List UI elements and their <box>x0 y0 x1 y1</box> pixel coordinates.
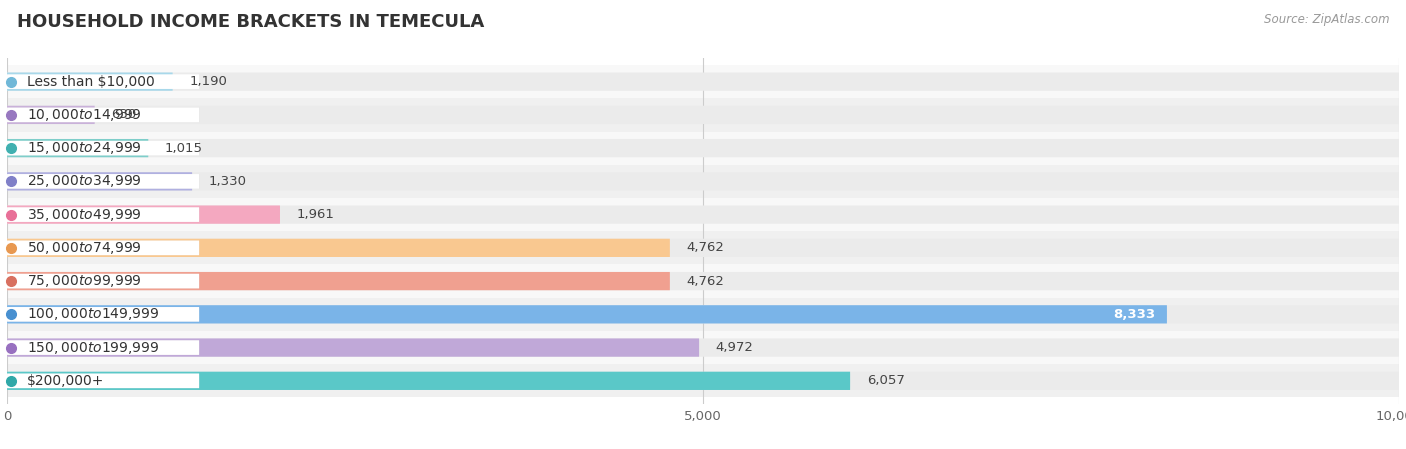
FancyBboxPatch shape <box>7 139 148 157</box>
FancyBboxPatch shape <box>7 141 200 155</box>
FancyBboxPatch shape <box>7 172 193 190</box>
FancyBboxPatch shape <box>7 106 94 124</box>
Text: Source: ZipAtlas.com: Source: ZipAtlas.com <box>1264 13 1389 26</box>
Text: $25,000 to $34,999: $25,000 to $34,999 <box>27 173 142 189</box>
Text: $100,000 to $149,999: $100,000 to $149,999 <box>27 306 159 322</box>
Bar <box>7 331 1399 364</box>
Text: 4,762: 4,762 <box>686 275 724 288</box>
Bar <box>7 364 1399 397</box>
Text: 6,057: 6,057 <box>868 374 904 387</box>
Text: $75,000 to $99,999: $75,000 to $99,999 <box>27 273 142 289</box>
FancyBboxPatch shape <box>7 339 699 357</box>
FancyBboxPatch shape <box>7 340 200 355</box>
FancyBboxPatch shape <box>7 239 1399 257</box>
Bar <box>7 132 1399 165</box>
FancyBboxPatch shape <box>7 372 851 390</box>
Bar <box>7 98 1399 132</box>
Text: 8,333: 8,333 <box>1114 308 1156 321</box>
FancyBboxPatch shape <box>7 305 1399 323</box>
FancyBboxPatch shape <box>7 139 1399 157</box>
FancyBboxPatch shape <box>7 108 200 122</box>
FancyBboxPatch shape <box>7 207 200 222</box>
Text: 1,190: 1,190 <box>190 75 228 88</box>
FancyBboxPatch shape <box>7 174 200 189</box>
FancyBboxPatch shape <box>7 374 200 388</box>
Text: $10,000 to $14,999: $10,000 to $14,999 <box>27 107 142 123</box>
FancyBboxPatch shape <box>7 374 200 388</box>
Text: 630: 630 <box>111 108 136 121</box>
Text: 1,961: 1,961 <box>297 208 335 221</box>
FancyBboxPatch shape <box>7 239 669 257</box>
FancyBboxPatch shape <box>7 340 200 355</box>
FancyBboxPatch shape <box>7 108 200 122</box>
Bar <box>7 298 1399 331</box>
FancyBboxPatch shape <box>7 307 200 321</box>
FancyBboxPatch shape <box>7 407 200 421</box>
Text: HOUSEHOLD INCOME BRACKETS IN TEMECULA: HOUSEHOLD INCOME BRACKETS IN TEMECULA <box>17 13 484 31</box>
Text: 4,972: 4,972 <box>716 341 754 354</box>
Bar <box>7 165 1399 198</box>
Text: $15,000 to $24,999: $15,000 to $24,999 <box>27 140 142 156</box>
FancyBboxPatch shape <box>7 106 1399 124</box>
Text: $50,000 to $74,999: $50,000 to $74,999 <box>27 240 142 256</box>
Bar <box>7 264 1399 298</box>
FancyBboxPatch shape <box>7 172 1399 190</box>
Text: Less than $10,000: Less than $10,000 <box>27 75 155 88</box>
Text: $35,000 to $49,999: $35,000 to $49,999 <box>27 207 142 223</box>
FancyBboxPatch shape <box>7 72 1399 91</box>
FancyBboxPatch shape <box>7 274 200 288</box>
FancyBboxPatch shape <box>7 307 200 321</box>
FancyBboxPatch shape <box>7 305 1167 323</box>
Text: 1,015: 1,015 <box>165 141 202 154</box>
FancyBboxPatch shape <box>7 241 200 255</box>
Text: $200,000+: $200,000+ <box>27 374 104 388</box>
Text: 1,330: 1,330 <box>209 175 247 188</box>
Text: 4,762: 4,762 <box>686 242 724 254</box>
Bar <box>7 198 1399 231</box>
Bar <box>7 65 1399 98</box>
FancyBboxPatch shape <box>7 241 200 255</box>
FancyBboxPatch shape <box>7 75 200 89</box>
FancyBboxPatch shape <box>7 206 280 224</box>
FancyBboxPatch shape <box>7 206 1399 224</box>
FancyBboxPatch shape <box>7 72 173 91</box>
FancyBboxPatch shape <box>7 372 1399 390</box>
FancyBboxPatch shape <box>7 272 1399 290</box>
FancyBboxPatch shape <box>7 272 669 290</box>
Text: $150,000 to $199,999: $150,000 to $199,999 <box>27 339 159 356</box>
FancyBboxPatch shape <box>7 141 200 155</box>
Bar <box>7 231 1399 264</box>
FancyBboxPatch shape <box>7 174 200 189</box>
FancyBboxPatch shape <box>7 339 1399 357</box>
FancyBboxPatch shape <box>7 274 200 288</box>
FancyBboxPatch shape <box>7 207 200 222</box>
